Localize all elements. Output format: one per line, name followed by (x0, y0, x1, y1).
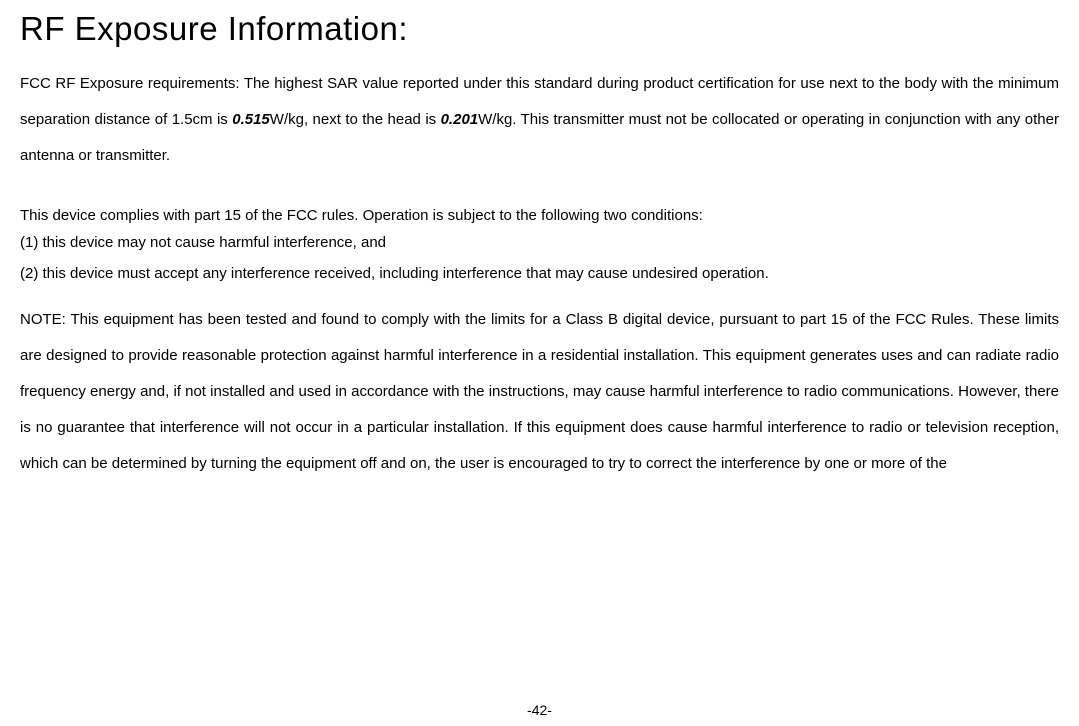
page-number: -42- (0, 702, 1079, 718)
note-paragraph: NOTE: This equipment has been tested and… (20, 302, 1059, 482)
sar-head-value: 0.201 (441, 111, 479, 128)
sar-paragraph: FCC RF Exposure requirements: The highes… (20, 66, 1059, 174)
condition-2: (2) this device must accept any interfer… (20, 256, 1059, 292)
compliance-intro: This device complies with part 15 of the… (20, 202, 1059, 229)
spacer (20, 184, 1059, 202)
sar-text-2: W/kg, next to the head is (270, 111, 441, 128)
sar-body-value: 0.515 (232, 111, 270, 128)
page-title: RF Exposure Information: (20, 10, 1059, 48)
condition-1: (1) this device may not cause harmful in… (20, 229, 1059, 256)
